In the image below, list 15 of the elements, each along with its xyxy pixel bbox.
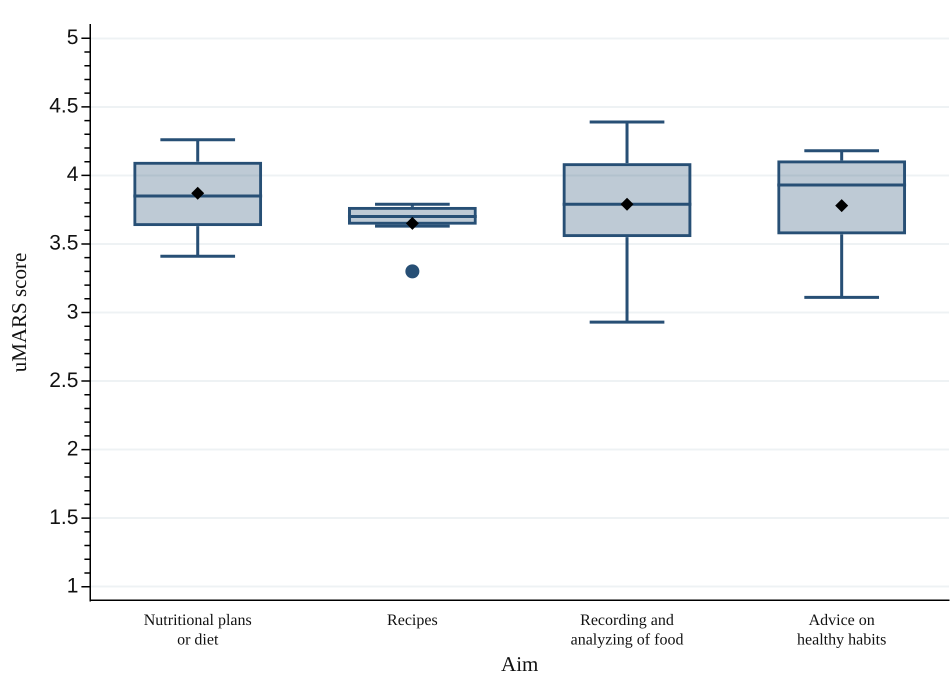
x-axis-title: Aim xyxy=(501,652,538,676)
x-tick-label: Nutritional plans or diet xyxy=(144,612,252,648)
y-tick-label: 2.5 xyxy=(49,368,78,392)
y-tick-label: 4 xyxy=(66,163,79,186)
y-tick-label: 3.5 xyxy=(49,232,78,255)
y-axis-title: uMARS score xyxy=(7,252,32,372)
y-tick-label: 4.5 xyxy=(49,94,78,118)
y-tick-label: 3 xyxy=(66,300,78,324)
y-tick-label: 1 xyxy=(66,574,78,598)
y-tick-label: 2 xyxy=(66,437,78,460)
y-tick-label: 1.5 xyxy=(49,506,78,529)
x-tick-label: Recipes xyxy=(387,612,438,630)
y-tick-label: 5 xyxy=(66,26,78,50)
x-tick-label: Recording and analyzing of food xyxy=(570,612,684,648)
x-tick-label: Advice on healthy habits xyxy=(797,612,886,648)
